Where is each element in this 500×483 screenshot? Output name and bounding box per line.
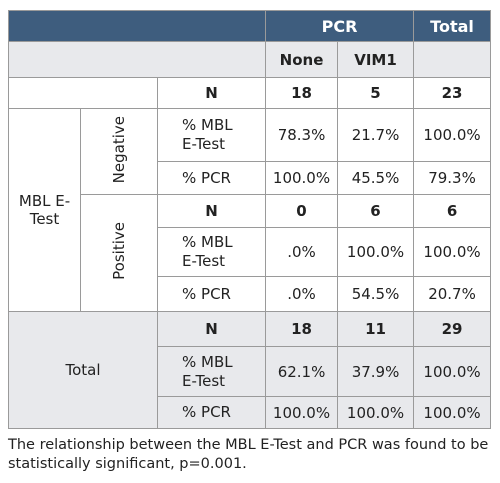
cell: 6 — [337, 194, 415, 228]
cell: 18 — [265, 311, 339, 347]
subheader: None — [265, 41, 339, 78]
header-group: PCR — [265, 10, 415, 42]
subheader-blank — [7, 41, 267, 78]
row-label: % MBL E-Test — [156, 346, 267, 397]
footnote: The relationship between the MBL E-Test … — [8, 437, 489, 472]
table-row: % PCR 100.0% 45.5% 79.3% — [9, 161, 492, 195]
table-row: PCR Total — [7, 10, 492, 42]
row-label: % MBL E-Test — [156, 108, 267, 162]
cell: 23 — [413, 77, 492, 109]
cell: 37.9% — [337, 346, 415, 397]
table: PCR Total None VIM1 N 18 5 23 MBL E-Test Negative… — [7, 10, 492, 429]
cell: 18 — [265, 77, 339, 109]
table-row: Positive N 0 6 6 — [9, 194, 492, 312]
cell: 100.0% — [413, 396, 492, 429]
cell: 100.0% — [337, 396, 415, 429]
blank — [8, 77, 158, 109]
cell: 6 — [413, 194, 492, 228]
cell: 100.0% — [413, 227, 492, 277]
row-label: % PCR — [156, 396, 267, 429]
row-label: % PCR — [156, 161, 267, 195]
header-total: Total — [413, 10, 492, 42]
header-blank — [7, 10, 267, 42]
row-label: N — [156, 194, 267, 228]
table-row: % MBL E-Test .0% 100.0% 100.0% — [9, 227, 492, 277]
cell: 100.0% — [265, 161, 339, 195]
subgroup-label: Negative — [80, 108, 158, 195]
row-label: N — [156, 311, 267, 347]
cell: 45.5% — [337, 161, 415, 195]
cell: 78.3% — [265, 108, 339, 162]
row-label: % MBL E-Test — [156, 227, 267, 277]
table-row: Total N 18 11 29 — [8, 311, 492, 429]
cell: 62.1% — [265, 346, 339, 397]
section-label: MBL E-Test — [8, 108, 81, 312]
cell: 21.7% — [337, 108, 415, 162]
cell: .0% — [265, 227, 339, 277]
row-label: % PCR — [156, 276, 267, 312]
row-label: N — [156, 77, 267, 109]
cell: 0 — [265, 194, 339, 228]
table-row: % MBL E-Test 62.1% 37.9% 100.0% — [9, 346, 492, 397]
subgroup-label: Positive — [80, 194, 158, 312]
table-row: % PCR 100.0% 100.0% 100.0% — [9, 396, 492, 429]
table-row: N 18 5 23 — [8, 77, 492, 109]
cell: 100.0% — [413, 108, 492, 162]
cell: .0% — [265, 276, 339, 312]
cell: 100.0% — [413, 346, 492, 397]
cell: 54.5% — [337, 276, 415, 312]
table-row: MBL E-Test Negative% MBL E-Test 78.3% 21.7%… — [8, 108, 492, 312]
cell: 79.3% — [413, 161, 492, 195]
subheader-blank — [413, 41, 492, 78]
cell: 100.0% — [337, 227, 415, 277]
table-row: None VIM1 — [7, 41, 492, 78]
cell: 29 — [413, 311, 492, 347]
cell: 5 — [337, 77, 415, 109]
section-label: Total — [8, 311, 158, 429]
cell: 20.7% — [413, 276, 492, 312]
cell: 11 — [337, 311, 415, 347]
subheader: VIM1 — [337, 41, 415, 78]
cell: 100.0% — [265, 396, 339, 429]
